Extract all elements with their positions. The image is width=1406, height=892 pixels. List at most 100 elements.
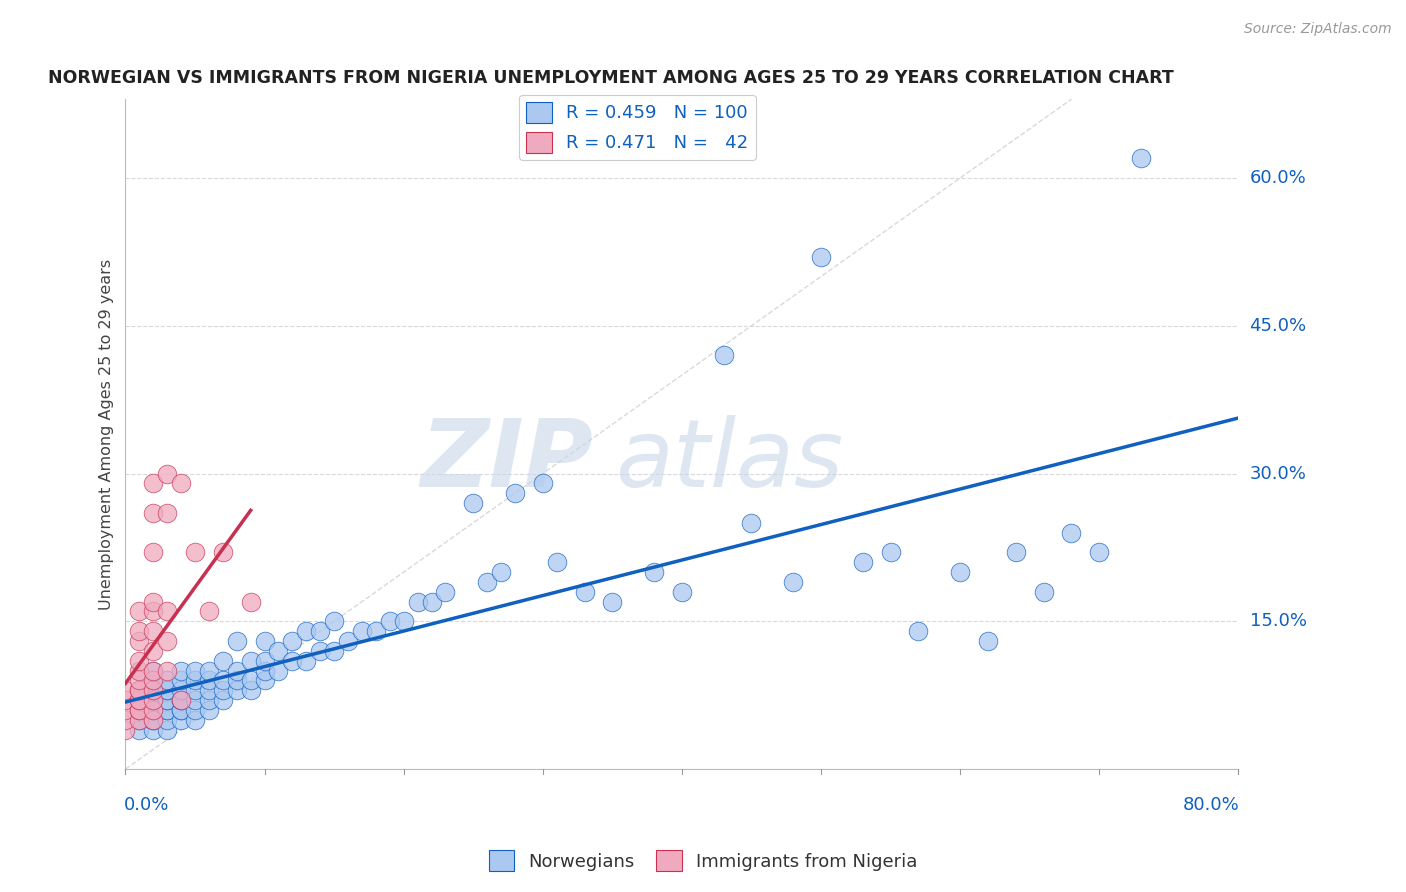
Point xyxy=(128,654,150,668)
Point xyxy=(1004,545,1026,559)
Point xyxy=(128,634,150,648)
Point xyxy=(574,584,596,599)
Point xyxy=(142,703,165,717)
Point xyxy=(156,683,179,698)
Text: Source: ZipAtlas.com: Source: ZipAtlas.com xyxy=(1244,22,1392,37)
Point xyxy=(782,574,804,589)
Point xyxy=(225,664,247,678)
Point xyxy=(114,683,136,698)
Point xyxy=(128,664,150,678)
Point xyxy=(142,693,165,707)
Point xyxy=(1032,584,1054,599)
Point xyxy=(128,673,150,688)
Point xyxy=(239,683,262,698)
Point xyxy=(239,654,262,668)
Point xyxy=(142,693,165,707)
Point xyxy=(170,693,193,707)
Point xyxy=(170,683,193,698)
Point xyxy=(156,673,179,688)
Point xyxy=(378,615,401,629)
Point xyxy=(156,693,179,707)
Point xyxy=(323,644,346,658)
Point xyxy=(198,664,221,678)
Point xyxy=(142,673,165,688)
Point xyxy=(212,683,235,698)
Point xyxy=(128,683,150,698)
Point xyxy=(142,476,165,491)
Point xyxy=(142,594,165,608)
Point xyxy=(142,703,165,717)
Point xyxy=(323,615,346,629)
Point xyxy=(253,634,276,648)
Point xyxy=(114,723,136,737)
Point xyxy=(142,506,165,520)
Point xyxy=(156,693,179,707)
Point xyxy=(156,683,179,698)
Text: 45.0%: 45.0% xyxy=(1250,317,1306,334)
Point xyxy=(740,516,762,530)
Point xyxy=(253,664,276,678)
Point xyxy=(128,703,150,717)
Text: NORWEGIAN VS IMMIGRANTS FROM NIGERIA UNEMPLOYMENT AMONG AGES 25 TO 29 YEARS CORR: NORWEGIAN VS IMMIGRANTS FROM NIGERIA UNE… xyxy=(48,69,1174,87)
Point xyxy=(142,644,165,658)
Point xyxy=(142,664,165,678)
Point xyxy=(225,683,247,698)
Point xyxy=(184,683,207,698)
Text: 30.0%: 30.0% xyxy=(1250,465,1306,483)
Point xyxy=(156,703,179,717)
Point xyxy=(142,713,165,727)
Point xyxy=(225,634,247,648)
Point xyxy=(198,673,221,688)
Point xyxy=(156,604,179,618)
Point xyxy=(225,673,247,688)
Point xyxy=(212,673,235,688)
Text: 80.0%: 80.0% xyxy=(1182,796,1240,814)
Point xyxy=(170,693,193,707)
Point xyxy=(142,693,165,707)
Point xyxy=(184,545,207,559)
Y-axis label: Unemployment Among Ages 25 to 29 years: Unemployment Among Ages 25 to 29 years xyxy=(100,259,114,610)
Point xyxy=(406,594,429,608)
Point xyxy=(114,713,136,727)
Point xyxy=(253,654,276,668)
Point xyxy=(142,673,165,688)
Point xyxy=(184,673,207,688)
Point xyxy=(309,644,332,658)
Point xyxy=(170,673,193,688)
Point xyxy=(142,664,165,678)
Text: ZIP: ZIP xyxy=(420,415,593,507)
Point xyxy=(337,634,360,648)
Text: 60.0%: 60.0% xyxy=(1250,169,1306,187)
Point xyxy=(281,634,304,648)
Point xyxy=(142,683,165,698)
Point xyxy=(156,634,179,648)
Point xyxy=(128,604,150,618)
Point xyxy=(295,654,318,668)
Point xyxy=(156,467,179,481)
Point xyxy=(142,723,165,737)
Point xyxy=(156,723,179,737)
Point xyxy=(643,565,665,579)
Point xyxy=(128,683,150,698)
Point xyxy=(239,673,262,688)
Point xyxy=(156,664,179,678)
Point xyxy=(295,624,318,639)
Point xyxy=(156,713,179,727)
Point xyxy=(907,624,929,639)
Point xyxy=(114,703,136,717)
Point xyxy=(142,673,165,688)
Point xyxy=(142,604,165,618)
Point xyxy=(810,250,832,264)
Point xyxy=(420,594,443,608)
Legend: Norwegians, Immigrants from Nigeria: Norwegians, Immigrants from Nigeria xyxy=(481,843,925,879)
Point xyxy=(239,594,262,608)
Point xyxy=(198,693,221,707)
Point xyxy=(142,545,165,559)
Point xyxy=(128,723,150,737)
Point xyxy=(184,693,207,707)
Point xyxy=(489,565,512,579)
Point xyxy=(281,654,304,668)
Point xyxy=(142,703,165,717)
Text: atlas: atlas xyxy=(616,416,844,507)
Point xyxy=(212,545,235,559)
